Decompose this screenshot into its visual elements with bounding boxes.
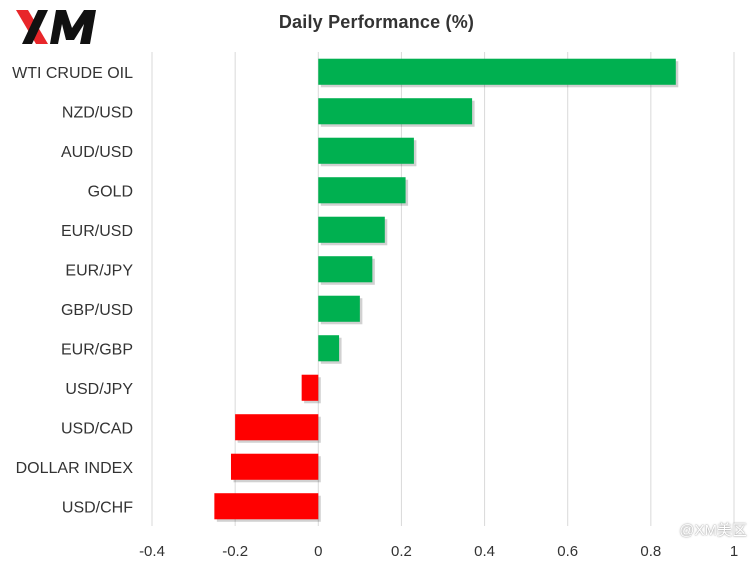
x-tick-label: 0.4 xyxy=(474,543,495,560)
bar xyxy=(214,493,319,520)
x-tick-label: 0.8 xyxy=(640,543,661,560)
category-label: GBP/USD xyxy=(61,302,133,319)
category-label: EUR/GBP xyxy=(61,341,133,358)
bar xyxy=(318,256,373,283)
category-label: USD/CHF xyxy=(62,499,133,516)
category-label: DOLLAR INDEX xyxy=(16,460,134,477)
xm-logo xyxy=(16,10,96,44)
bars xyxy=(214,58,679,522)
bar xyxy=(318,98,473,125)
bar xyxy=(318,295,360,322)
bar xyxy=(235,414,319,441)
x-tick-label: -0.2 xyxy=(222,543,248,560)
category-label: GOLD xyxy=(88,183,133,200)
category-label: EUR/USD xyxy=(61,223,133,240)
x-tick-label: 0 xyxy=(314,543,322,560)
bar xyxy=(318,137,414,164)
x-tick-label: 0.6 xyxy=(557,543,578,560)
x-tick-label: 1 xyxy=(730,543,738,560)
category-label: USD/CAD xyxy=(61,420,133,437)
watermark-text: @XM美区 xyxy=(679,522,747,539)
bar xyxy=(318,177,406,204)
bar xyxy=(301,374,319,401)
category-label: WTI CRUDE OIL xyxy=(12,65,133,82)
category-label: USD/JPY xyxy=(65,381,133,398)
bar xyxy=(230,453,319,480)
x-tick-labels: -0.4 -0.2 0 0.2 0.4 0.6 0.8 1 xyxy=(139,543,738,560)
bar xyxy=(318,58,676,85)
x-tick-label: -0.4 xyxy=(139,543,165,560)
category-label: AUD/USD xyxy=(61,144,133,161)
category-label: NZD/USD xyxy=(62,104,133,121)
chart-title: Daily Performance (%) xyxy=(278,12,475,32)
x-tick-label: 0.2 xyxy=(391,543,412,560)
bar xyxy=(318,335,340,362)
category-label: EUR/JPY xyxy=(65,262,133,279)
gridlines xyxy=(151,52,735,526)
category-labels: WTI CRUDE OIL NZD/USD AUD/USD GOLD EUR/USD EU… xyxy=(12,65,133,517)
bar xyxy=(318,216,385,243)
